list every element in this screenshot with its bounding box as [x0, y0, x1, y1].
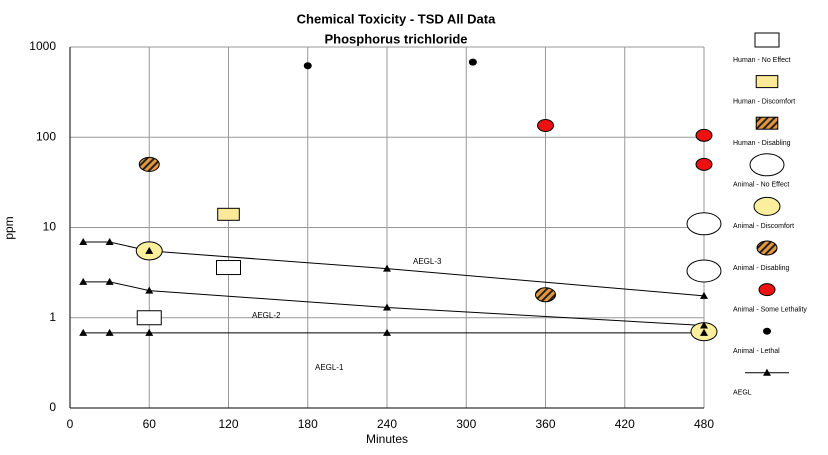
legend-marker [755, 116, 779, 130]
x-tick-label: 480 [694, 417, 714, 431]
marker [138, 156, 160, 172]
aegl-point [79, 277, 88, 285]
aegl-point [383, 328, 391, 336]
legend-marker [758, 283, 776, 297]
aegl-line [83, 281, 705, 327]
aegl-point [105, 328, 114, 336]
y-tick-label: 1 [49, 310, 56, 324]
x-tick-label: 180 [298, 417, 318, 431]
x-tick-label: 240 [377, 417, 397, 431]
legend-label: Animal - Some Lethality [733, 306, 807, 313]
legend-marker [753, 196, 781, 216]
legend-label: Animal - Discomfort [733, 223, 794, 230]
aegl-point [700, 328, 708, 336]
y-axis-label: ppm [2, 216, 16, 239]
aegl-point [700, 291, 708, 299]
y-tick-label: 1000 [29, 39, 56, 53]
chart-subtitle: Phosphorus trichloride [324, 31, 467, 46]
y-tick-label: 10 [43, 220, 57, 234]
legend-label: Human - No Effect [733, 57, 791, 64]
marker [686, 212, 722, 236]
legend-marker [755, 75, 779, 89]
x-axis-label: Minutes [366, 432, 408, 446]
marker [695, 157, 713, 171]
aegl-point [145, 286, 154, 294]
x-tick-label: 0 [67, 417, 74, 431]
chart-title: Chemical Toxicity - TSD All Data [297, 11, 496, 26]
marker [136, 310, 162, 326]
marker [686, 259, 722, 283]
y-tick-label: 0 [49, 400, 56, 414]
marker [537, 118, 554, 132]
aegl-point [79, 328, 88, 336]
legend-marker [763, 327, 771, 335]
annotation: AEGL-3 [413, 257, 442, 266]
legend-label: Animal - Lethal [733, 348, 780, 355]
aegl-line [83, 241, 705, 297]
annotation: AEGL-2 [252, 311, 281, 320]
aegl-point [700, 321, 708, 329]
marker [216, 260, 241, 276]
legend-marker [763, 368, 771, 376]
aegl-point [105, 277, 114, 285]
x-tick-label: 60 [143, 417, 157, 431]
x-tick-label: 300 [456, 417, 476, 431]
legend-label: Animal - Disabling [733, 265, 790, 272]
legend-label: Animal - No Effect [733, 182, 789, 189]
aegl-point [383, 264, 391, 272]
aegl-point [383, 303, 391, 311]
aegl-point [145, 246, 154, 254]
marker [217, 207, 240, 221]
marker [303, 62, 312, 70]
aegl-point [79, 238, 88, 246]
y-tick-label: 100 [36, 129, 56, 143]
legend-marker [749, 153, 785, 177]
legend-label: AEGL [733, 390, 752, 397]
x-tick-label: 360 [535, 417, 555, 431]
legend-label: Human - Disabling [733, 140, 791, 147]
marker [535, 287, 556, 303]
marker [695, 128, 713, 142]
legend-label: Human - Discomfort [733, 98, 795, 105]
x-tick-label: 120 [218, 417, 238, 431]
aegl-point [105, 238, 114, 246]
annotation: AEGL-1 [315, 363, 344, 372]
legend-marker [756, 240, 778, 256]
x-tick-label: 420 [615, 417, 635, 431]
legend-marker [754, 32, 780, 48]
marker [468, 58, 477, 66]
aegl-point [145, 328, 154, 336]
